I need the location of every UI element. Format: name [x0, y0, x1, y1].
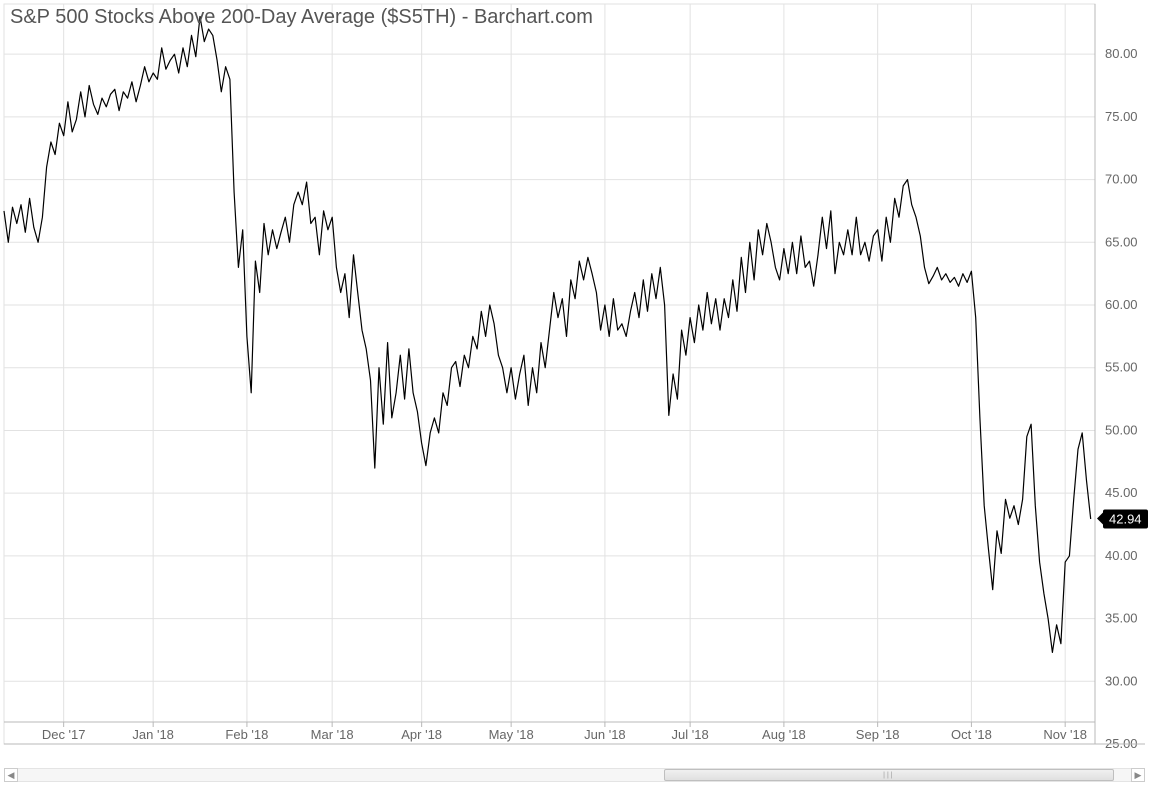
- x-tick-label: Nov '18: [1043, 727, 1087, 742]
- horizontal-scrollbar[interactable]: ◀ ||| ▶: [4, 768, 1145, 782]
- y-tick-label: 35.00: [1105, 611, 1138, 626]
- x-tick-label: Jun '18: [584, 727, 626, 742]
- y-tick-label: 45.00: [1105, 485, 1138, 500]
- y-tick-label: 30.00: [1105, 673, 1138, 688]
- x-tick-label: May '18: [489, 727, 534, 742]
- x-tick-label: Dec '17: [42, 727, 86, 742]
- x-tick-label: Feb '18: [225, 727, 268, 742]
- chart-container: S&P 500 Stocks Above 200-Day Average ($S…: [0, 0, 1155, 788]
- scroll-thumb[interactable]: |||: [664, 769, 1115, 781]
- price-line: [4, 17, 1091, 653]
- x-tick-label: Jul '18: [672, 727, 709, 742]
- y-tick-label: 40.00: [1105, 548, 1138, 563]
- x-tick-label: Mar '18: [311, 727, 354, 742]
- current-value-text: 42.94: [1109, 511, 1142, 526]
- x-tick-label: Jan '18: [132, 727, 174, 742]
- y-tick-label: 65.00: [1105, 234, 1138, 249]
- x-tick-label: Oct '18: [951, 727, 992, 742]
- scroll-right-arrow[interactable]: ▶: [1131, 768, 1145, 782]
- chart-title: S&P 500 Stocks Above 200-Day Average ($S…: [10, 6, 593, 29]
- y-tick-label: 80.00: [1105, 46, 1138, 61]
- y-tick-label: 50.00: [1105, 422, 1138, 437]
- y-tick-label: 75.00: [1105, 109, 1138, 124]
- x-tick-label: Apr '18: [401, 727, 442, 742]
- scroll-grip-icon: |||: [883, 772, 894, 779]
- x-tick-label: Aug '18: [762, 727, 806, 742]
- x-tick-label: Sep '18: [856, 727, 900, 742]
- y-tick-label: 70.00: [1105, 172, 1138, 187]
- current-value-badge: 42.94: [1103, 509, 1148, 528]
- scroll-track[interactable]: |||: [18, 768, 1131, 782]
- price-chart[interactable]: 25.0030.0035.0040.0045.0050.0055.0060.00…: [0, 0, 1155, 768]
- y-tick-label: 55.00: [1105, 360, 1138, 375]
- scroll-left-arrow[interactable]: ◀: [4, 768, 18, 782]
- y-tick-label: 60.00: [1105, 297, 1138, 312]
